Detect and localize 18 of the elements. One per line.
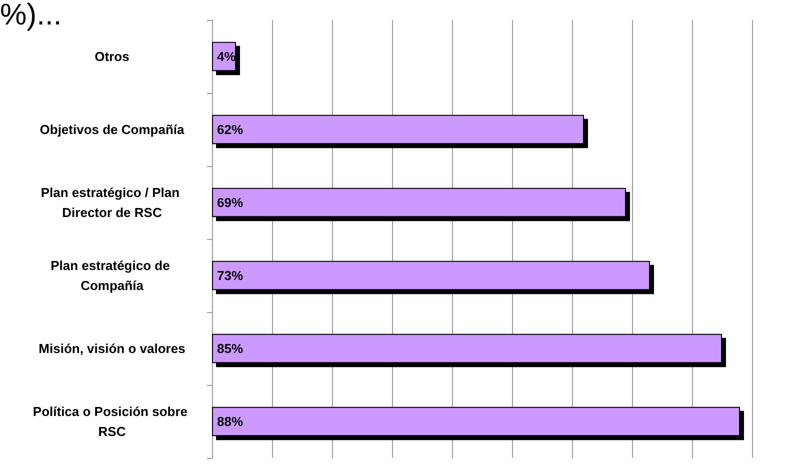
bar (212, 406, 740, 436)
y-tick-label: Misión, visión o valores (38, 341, 186, 356)
y-tick-label: Política o Posición sobre RSC (32, 404, 192, 439)
y-tick-label: Objetivos de Compañía (40, 122, 185, 137)
data-label: 73% (217, 268, 244, 283)
bar (212, 114, 584, 144)
y-tick-label: Plan estratégico / Plan Director de RSC (40, 185, 184, 220)
bar (212, 188, 626, 218)
bar (212, 260, 650, 290)
data-label: 85% (217, 341, 244, 356)
data-label: 88% (217, 414, 244, 429)
y-tick-label: Otros (94, 49, 130, 64)
bar (212, 334, 722, 364)
data-label: 69% (217, 195, 244, 210)
data-label: 4% (217, 49, 236, 64)
data-label: 62% (217, 122, 244, 137)
y-tick-label: Plan estratégico de Compañía (50, 258, 174, 293)
chart-title: %)... (0, 0, 62, 32)
